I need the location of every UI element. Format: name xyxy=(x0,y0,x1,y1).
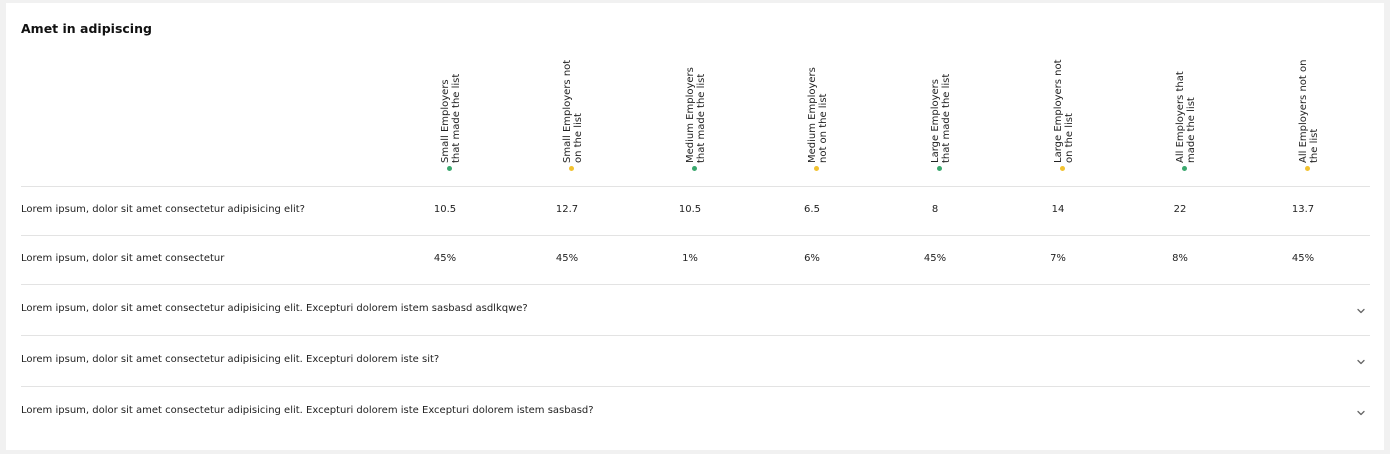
table-cell: 6.5 xyxy=(804,204,820,215)
legend-dot-icon xyxy=(569,166,574,171)
legend-dot-icon xyxy=(1060,166,1065,171)
column-header-label-line: made the list xyxy=(1186,97,1197,163)
column-header-label: All Employers that made the list xyxy=(1175,71,1197,163)
column-header-label-line: on the list xyxy=(1064,113,1075,163)
accordion-item[interactable]: Lorem ipsum, dolor sit amet consectetur … xyxy=(6,340,1384,384)
accordion-question: Lorem ipsum, dolor sit amet consectetur … xyxy=(21,354,440,365)
column-header: Large Employers that made the list xyxy=(886,31,996,173)
column-header-label-line: that made the list xyxy=(451,73,462,163)
legend-dot-icon xyxy=(937,166,942,171)
table-title: Amet in adipiscing xyxy=(21,21,152,36)
column-header: All Employers not on the list xyxy=(1254,31,1364,173)
table-cell: 45% xyxy=(555,253,579,264)
chevron-down-icon[interactable] xyxy=(1356,408,1366,418)
table-cell: 14 xyxy=(1051,204,1065,215)
column-header-label-line: that made the list xyxy=(941,73,952,163)
column-header-label-line: Medium Employers xyxy=(685,67,696,163)
column-header-label-line: Large Employers not xyxy=(1053,59,1064,163)
row-divider xyxy=(21,335,1370,336)
column-header-label-line: on the list xyxy=(573,113,584,163)
column-header-label-line: the list xyxy=(1309,128,1320,163)
table-cell: 13.7 xyxy=(1291,204,1315,215)
table-cell: 10.5 xyxy=(678,204,702,215)
chevron-down-icon[interactable] xyxy=(1356,357,1366,367)
accordion-item[interactable]: Lorem ipsum, dolor sit amet consectetur … xyxy=(6,391,1384,435)
column-header: Small Employers that made the list xyxy=(396,31,506,173)
table-cell: 8 xyxy=(931,204,939,215)
column-header-label-line: Small Employers not xyxy=(562,59,573,163)
column-header-label-line: Large Employers xyxy=(930,78,941,163)
column-header: All Employers that made the list xyxy=(1131,31,1241,173)
row-label: Lorem ipsum, dolor sit amet consectetur xyxy=(21,253,225,264)
column-header: Large Employers not on the list xyxy=(1009,31,1119,173)
table-cell: 12.7 xyxy=(555,204,579,215)
column-header-label: Large Employers not on the list xyxy=(1053,59,1075,163)
column-header-label-line: All Employers that xyxy=(1175,71,1186,163)
column-header-label-line: Medium Employers xyxy=(807,67,818,163)
table-cell: 7% xyxy=(1050,253,1066,264)
column-header: Medium Employers not on the list xyxy=(763,31,873,173)
legend-dot-icon xyxy=(447,166,452,171)
column-header-label-line: that made the list xyxy=(696,73,707,163)
chevron-down-icon[interactable] xyxy=(1356,306,1366,316)
legend-dot-icon xyxy=(692,166,697,171)
column-header-label: All Employers not on the list xyxy=(1298,60,1320,163)
column-header-label-line: All Employers not on xyxy=(1298,59,1309,163)
column-header-label: Medium Employers that made the list xyxy=(685,67,707,163)
row-divider xyxy=(21,386,1370,387)
row-divider xyxy=(21,284,1370,285)
column-header-label-line: not on the list xyxy=(818,93,829,163)
row-divider xyxy=(21,235,1370,236)
table-cell: 45% xyxy=(1291,253,1315,264)
table-cell: 22 xyxy=(1173,204,1187,215)
column-header-label: Medium Employers not on the list xyxy=(807,67,829,163)
table-cell: 45% xyxy=(923,253,947,264)
legend-dot-icon xyxy=(1182,166,1187,171)
row-label: Lorem ipsum, dolor sit amet consectetur … xyxy=(21,204,305,215)
row-divider xyxy=(21,186,1370,187)
legend-dot-icon xyxy=(1305,166,1310,171)
table-cell: 45% xyxy=(433,253,457,264)
column-header: Small Employers not on the list xyxy=(518,31,628,173)
table-cell: 1% xyxy=(682,253,698,264)
accordion-item[interactable]: Lorem ipsum, dolor sit amet consectetur … xyxy=(6,289,1384,333)
column-header-label: Small Employers that made the list xyxy=(440,74,462,163)
column-header: Medium Employers that made the list xyxy=(641,31,751,173)
table-card: Amet in adipiscing Small Employers that m… xyxy=(6,3,1384,450)
column-header-label: Large Employers that made the list xyxy=(930,74,952,163)
accordion-question: Lorem ipsum, dolor sit amet consectetur … xyxy=(21,405,594,416)
table-cell: 6% xyxy=(804,253,820,264)
legend-dot-icon xyxy=(814,166,819,171)
column-header-label: Small Employers not on the list xyxy=(562,60,584,163)
column-header-label-line: Small Employers xyxy=(440,79,451,163)
table-cell: 10.5 xyxy=(433,204,457,215)
table-cell: 8% xyxy=(1172,253,1188,264)
accordion-question: Lorem ipsum, dolor sit amet consectetur … xyxy=(21,303,528,314)
